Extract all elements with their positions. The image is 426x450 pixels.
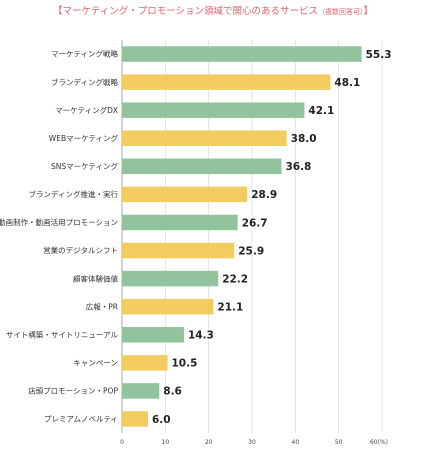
value-label: 25.9 bbox=[238, 245, 264, 257]
x-tick-label: 20 bbox=[205, 439, 213, 446]
x-tick-label: 30 bbox=[248, 439, 256, 446]
category-label: キャンペーン bbox=[73, 359, 118, 368]
value-label: 14.3 bbox=[188, 330, 214, 342]
value-label: 42.1 bbox=[308, 105, 334, 117]
value-label: 28.9 bbox=[251, 189, 277, 201]
category-label: マーケティング戦略 bbox=[51, 49, 118, 59]
bar bbox=[122, 74, 331, 90]
category-label: マーケティングDX bbox=[55, 105, 118, 115]
value-label: 10.5 bbox=[172, 358, 198, 370]
bar bbox=[122, 270, 219, 287]
bar bbox=[122, 130, 287, 146]
value-label: 8.6 bbox=[163, 386, 182, 398]
value-label: 22.2 bbox=[222, 273, 248, 285]
bar bbox=[122, 102, 305, 118]
category-label: 店頭プロモーション・POP bbox=[28, 386, 118, 396]
value-label: 36.8 bbox=[285, 161, 311, 173]
bar bbox=[122, 46, 362, 62]
category-label: サイト構築・サイトリニューアル bbox=[6, 329, 119, 339]
category-label: WEBマーケティング bbox=[49, 133, 119, 143]
bar bbox=[122, 186, 248, 203]
bar bbox=[122, 355, 168, 371]
x-tick-label: 40 bbox=[292, 439, 300, 446]
category-label: 広報・PR bbox=[86, 301, 118, 311]
chart-title-main: 【マーケティング・プロモーション領域で関心のあるサービス bbox=[52, 6, 319, 17]
category-label: SNSマーケティング bbox=[51, 161, 119, 171]
chart-title-end: 】 bbox=[363, 6, 374, 17]
bar bbox=[122, 298, 214, 315]
value-label: 6.0 bbox=[152, 414, 171, 426]
value-label: 26.7 bbox=[242, 217, 268, 229]
category-label: 動画制作・動画活用プロモーション bbox=[0, 217, 118, 227]
bar bbox=[122, 411, 148, 427]
bar bbox=[122, 383, 160, 399]
bar bbox=[122, 214, 238, 231]
x-tick-label: 50 bbox=[335, 439, 343, 446]
x-tick-label: 0 bbox=[120, 439, 124, 446]
x-tick-label: 60(%) bbox=[370, 439, 388, 446]
chart-title-subtitle: （複数回答可） bbox=[318, 8, 364, 16]
value-label: 55.3 bbox=[366, 49, 392, 61]
value-label: 38.0 bbox=[291, 133, 317, 145]
category-label: 顧客体験価値 bbox=[73, 273, 118, 283]
category-label: ブランディング推進・実行 bbox=[29, 189, 119, 199]
category-label: 営業のデジタルシフト bbox=[43, 245, 118, 255]
bar bbox=[122, 327, 184, 343]
value-label: 48.1 bbox=[334, 77, 360, 89]
category-label: プレミアムノベルティ bbox=[44, 415, 118, 424]
chart-title: 【マーケティング・プロモーション領域で関心のあるサービス（複数回答可）】 bbox=[0, 3, 426, 17]
bar bbox=[122, 158, 282, 175]
x-tick-label: 10 bbox=[162, 439, 170, 446]
bar bbox=[122, 242, 235, 259]
category-label: ブランディング戦略 bbox=[51, 77, 118, 87]
value-label: 21.1 bbox=[217, 301, 243, 313]
